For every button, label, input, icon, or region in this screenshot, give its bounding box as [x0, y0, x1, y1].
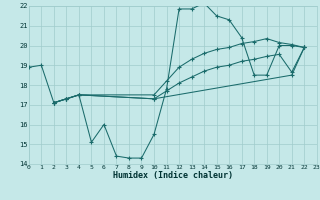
- X-axis label: Humidex (Indice chaleur): Humidex (Indice chaleur): [113, 171, 233, 180]
